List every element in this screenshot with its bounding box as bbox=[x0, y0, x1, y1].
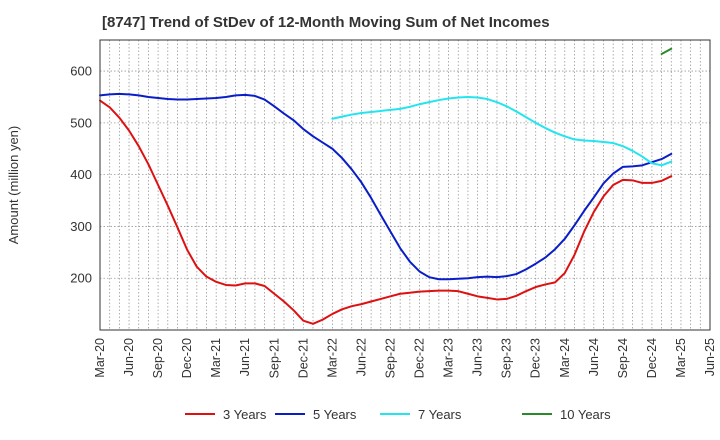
x-tick-label: Mar-25 bbox=[674, 338, 688, 378]
x-tick-label: Dec-24 bbox=[645, 338, 659, 378]
series-line-7-years bbox=[331, 95, 673, 167]
x-tick-label: Dec-22 bbox=[413, 338, 427, 378]
x-tick-label: Jun-25 bbox=[703, 338, 717, 376]
legend-label-10-years: 10 Years bbox=[560, 407, 611, 422]
x-tick-label: Mar-22 bbox=[325, 338, 339, 378]
x-tick-label: Dec-21 bbox=[296, 338, 310, 378]
y-tick-label: 400 bbox=[70, 167, 92, 182]
x-tick-label: Sep-20 bbox=[151, 338, 165, 378]
x-tick-label: Mar-24 bbox=[558, 338, 572, 378]
x-tick-label: Sep-24 bbox=[616, 338, 630, 378]
x-tick-label: Mar-20 bbox=[93, 338, 107, 378]
legend-label-3-years: 3 Years bbox=[223, 407, 267, 422]
x-tick-label: Sep-21 bbox=[267, 338, 281, 378]
legend-label-5-years: 5 Years bbox=[313, 407, 357, 422]
legend-label-7-years: 7 Years bbox=[418, 407, 462, 422]
x-tick-label: Jun-23 bbox=[471, 338, 485, 376]
chart-title: [8747] Trend of StDev of 12-Month Moving… bbox=[102, 14, 550, 31]
x-tick-label: Sep-23 bbox=[500, 338, 514, 378]
x-tick-label: Jun-24 bbox=[587, 338, 601, 376]
x-tick-label: Jun-21 bbox=[238, 338, 252, 376]
x-tick-label: Mar-21 bbox=[209, 338, 223, 378]
series-line-5-years bbox=[99, 92, 673, 281]
y-tick-label: 600 bbox=[70, 64, 92, 79]
y-axis-label: Amount (million yen) bbox=[6, 126, 21, 245]
y-tick-label: 300 bbox=[70, 219, 92, 234]
x-tick-label: Jun-22 bbox=[354, 338, 368, 376]
plot-border bbox=[99, 39, 711, 331]
y-tick-label: 500 bbox=[70, 115, 92, 130]
x-tick-label: Jun-20 bbox=[122, 338, 136, 376]
y-tick-label: 200 bbox=[70, 271, 92, 286]
x-tick-label: Dec-23 bbox=[529, 338, 543, 378]
series-line-10-years bbox=[660, 47, 673, 55]
x-tick-label: Sep-22 bbox=[383, 338, 397, 378]
x-tick-label: Dec-20 bbox=[180, 338, 194, 378]
series-line-3-years bbox=[99, 99, 673, 325]
x-tick-label: Mar-23 bbox=[442, 338, 456, 378]
plot-area bbox=[100, 40, 710, 330]
